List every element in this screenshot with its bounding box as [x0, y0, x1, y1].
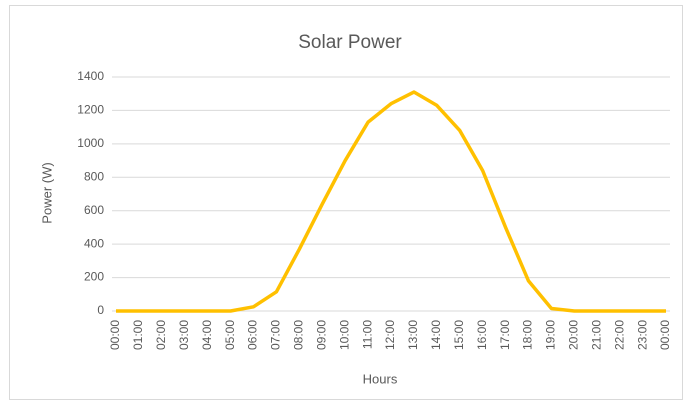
x-tick-label: 07:00	[269, 320, 283, 350]
y-tick-label: 200	[84, 270, 104, 284]
x-tick-label: 17:00	[498, 320, 512, 350]
x-tick-label: 21:00	[589, 320, 603, 350]
x-tick-label: 15:00	[452, 320, 466, 350]
x-tick-label: 01:00	[131, 320, 145, 350]
x-tick-label: 19:00	[544, 320, 558, 350]
y-tick-label: 1000	[77, 136, 104, 150]
x-tick-label: 06:00	[246, 320, 260, 350]
x-tick-label: 14:00	[429, 320, 443, 350]
line	[116, 90, 666, 313]
x-tick-label: 16:00	[475, 320, 489, 350]
x-tick-label: 00:00	[658, 320, 672, 350]
x-tick-label: 02:00	[154, 320, 168, 350]
x-tick-label: 18:00	[521, 320, 535, 350]
x-tick-label: 03:00	[177, 320, 191, 350]
y-axis-title: Power (W)	[39, 162, 54, 223]
y-tick-label: 800	[84, 169, 104, 183]
x-tick-label: 04:00	[200, 320, 214, 350]
y-tick-label: 1200	[77, 103, 104, 117]
x-tick-label: 11:00	[360, 320, 374, 349]
x-tick-label: 10:00	[337, 320, 351, 350]
x-tick-label: 12:00	[383, 320, 397, 350]
x-axis-title: Hours	[363, 371, 398, 386]
x-tick-label: 00:00	[108, 320, 122, 350]
y-tick-label: 400	[84, 236, 104, 250]
y-tick-label: 0	[97, 303, 104, 317]
x-tick-label: 23:00	[635, 320, 649, 350]
x-tick-label: 09:00	[314, 320, 328, 350]
x-tick-label: 13:00	[406, 320, 420, 350]
x-tick-label: 20:00	[567, 320, 581, 350]
chart-frame	[9, 5, 683, 400]
y-tick-label: 600	[84, 203, 104, 217]
x-tick-label: 05:00	[223, 320, 237, 350]
y-tick-label: 1400	[77, 69, 104, 83]
x-tick-label: 08:00	[292, 320, 306, 350]
chart-title: Solar Power	[298, 32, 402, 53]
x-tick-label: 22:00	[612, 320, 626, 350]
